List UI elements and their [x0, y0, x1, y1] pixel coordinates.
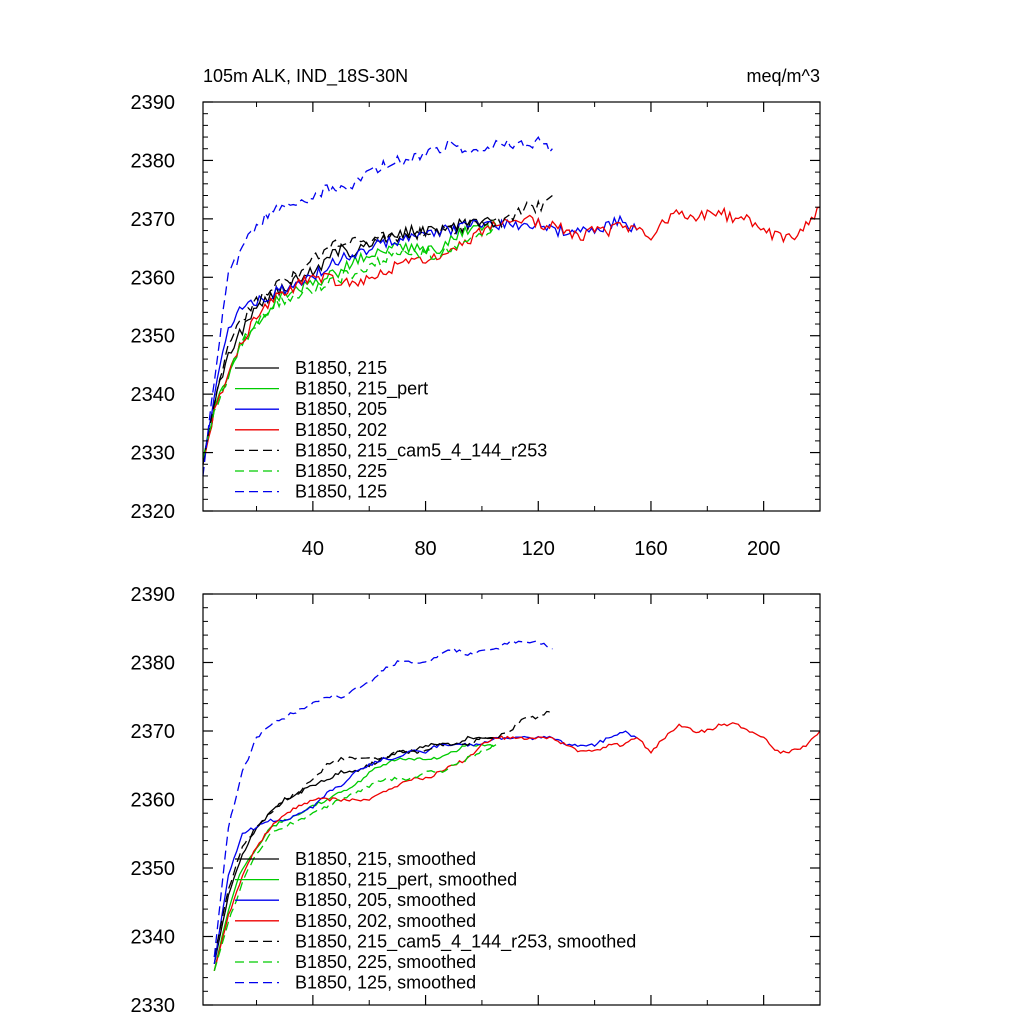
series-line-b1850-125-smoothed: [213, 640, 553, 958]
x-tick-label: 40: [302, 538, 324, 560]
y-tick-label: 2340: [131, 927, 176, 949]
y-tick-label: 2370: [131, 721, 176, 743]
series-line-b1850-215-pert-smoothed: [213, 743, 497, 971]
series-line-b1850-202-smoothed: [213, 722, 821, 971]
series-line-b1850-215-cam5-4-144-r253: [202, 194, 553, 465]
legend-label-b1850-215-pert-smoothed: B1850, 215_pert, smoothed: [295, 870, 517, 891]
bottom-series-lines: [213, 640, 821, 971]
x-tick-label: 80: [414, 538, 436, 560]
series-line-b1850-205: [202, 214, 638, 465]
x-tick-label: 120: [522, 538, 555, 560]
y-tick-label: 2330: [131, 443, 176, 465]
top-plot-frame: [202, 101, 821, 512]
top-chart-units: meq/m^3: [747, 66, 820, 86]
y-tick-label: 2360: [131, 790, 176, 812]
y-tick-label: 2380: [131, 653, 176, 675]
legend-label-b1850-225-smoothed: B1850, 225, smoothed: [295, 952, 476, 972]
top-panel: 105m ALK, IND_18S-30N meq/m^3 2320233023…: [131, 66, 821, 560]
legend-label-b1850-215-pert: B1850, 215_pert: [295, 379, 428, 400]
y-tick-label: 2360: [131, 267, 176, 289]
x-tick-label: 200: [747, 538, 780, 560]
series-line-b1850-125: [202, 135, 553, 476]
bottom-axis-ticks: 2330 2340 2350 2360 2370 2380 2390: [131, 584, 820, 1017]
y-tick-label: 2370: [131, 209, 176, 231]
legend-label-b1850-125-smoothed: B1850, 125, smoothed: [295, 973, 476, 993]
series-line-b1850-202: [202, 206, 821, 465]
top-series-lines: [202, 135, 821, 476]
legend-label-b1850-125: B1850, 125: [295, 482, 387, 502]
legend-label-b1850-215-smoothed: B1850, 215, smoothed: [295, 849, 476, 869]
y-tick-label: 2320: [131, 501, 176, 523]
series-line-b1850-225-smoothed: [213, 744, 496, 971]
y-tick-label: 2350: [131, 858, 176, 880]
y-tick-label: 2330: [131, 995, 176, 1017]
legend-label-b1850-225: B1850, 225: [295, 461, 387, 481]
y-tick-label: 2340: [131, 384, 176, 406]
y-tick-label: 2390: [131, 584, 176, 606]
legend-label-b1850-215-cam5-4-144-r253: B1850, 215_cam5_4_144_r253: [295, 440, 547, 461]
bottom-panel: 2330 2340 2350 2360 2370 2380 2390 B1850, 215,…: [131, 584, 821, 1017]
legend-label-b1850-202: B1850, 202: [295, 420, 387, 440]
x-tick-label: 160: [634, 538, 667, 560]
y-tick-label: 2350: [131, 326, 176, 348]
series-line-b1850-215-cam5-4-144-r253-smoothed: [213, 709, 553, 958]
series-line-b1850-225: [202, 227, 497, 459]
top-axis-ticks: 2320 2330 2340 2350 2360 2370 2380 2390 40 80 120 1…: [131, 92, 820, 560]
top-chart-title: 105m ALK, IND_18S-30N: [203, 66, 408, 87]
legend-label-b1850-215-cam5-4-144-r253-smoothed: B1850, 215_cam5_4_144_r253, smoothed: [295, 931, 636, 952]
legend-label-b1850-205-smoothed: B1850, 205, smoothed: [295, 890, 476, 910]
legend-label-b1850-215: B1850, 215: [295, 358, 387, 378]
legend-label-b1850-205: B1850, 205: [295, 399, 387, 419]
y-tick-label: 2380: [131, 150, 176, 172]
y-tick-label: 2390: [131, 92, 176, 114]
legend-label-b1850-202-smoothed: B1850, 202, smoothed: [295, 911, 476, 931]
